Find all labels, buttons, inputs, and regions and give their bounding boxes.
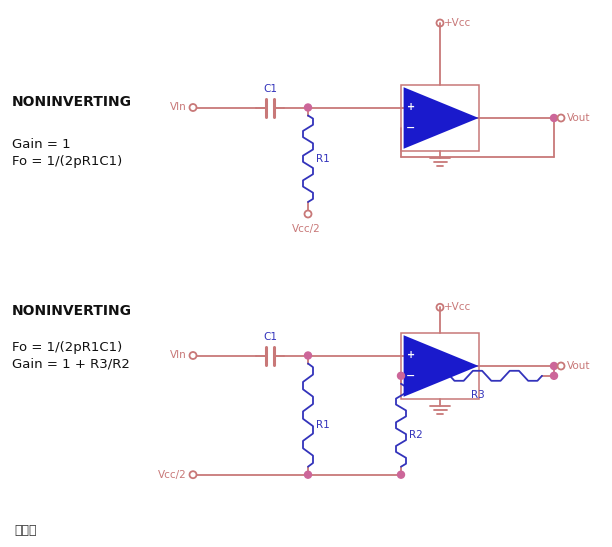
Text: Vout: Vout [567,113,591,123]
Circle shape [305,104,312,111]
Text: Fo = 1/(2pR1C1): Fo = 1/(2pR1C1) [12,155,122,168]
Circle shape [551,373,558,379]
Text: C1: C1 [263,84,277,95]
Circle shape [551,114,558,121]
Text: R1: R1 [316,420,330,430]
Text: VIn: VIn [170,102,187,113]
Text: VIn: VIn [170,351,187,360]
Text: +Vcc: +Vcc [444,302,471,312]
Text: C1: C1 [263,333,277,342]
Text: 图十四: 图十四 [14,523,37,537]
Text: Fo = 1/(2pR1C1): Fo = 1/(2pR1C1) [12,341,122,354]
Circle shape [398,373,405,379]
Circle shape [398,471,405,478]
Text: +: + [407,102,415,112]
Text: −: − [406,123,416,133]
Polygon shape [405,337,475,395]
Polygon shape [405,89,475,147]
Circle shape [551,363,558,370]
Bar [401,333,479,399]
Text: +Vcc: +Vcc [444,18,471,28]
Circle shape [305,352,312,359]
Text: R2: R2 [409,430,423,440]
Text: Vcc/2: Vcc/2 [159,470,187,480]
Text: Gain = 1: Gain = 1 [12,138,70,152]
Text: −: − [406,371,416,381]
Text: Gain = 1 + R3/R2: Gain = 1 + R3/R2 [12,358,130,370]
Text: Vcc/2: Vcc/2 [292,224,320,234]
Text: +: + [407,350,415,360]
Text: R1: R1 [316,154,330,164]
Text: R3: R3 [471,390,484,400]
Text: Vout: Vout [567,361,591,371]
Bar [401,85,479,151]
Text: NONINVERTING: NONINVERTING [12,95,132,109]
Text: NONINVERTING: NONINVERTING [12,304,132,318]
Circle shape [305,471,312,478]
